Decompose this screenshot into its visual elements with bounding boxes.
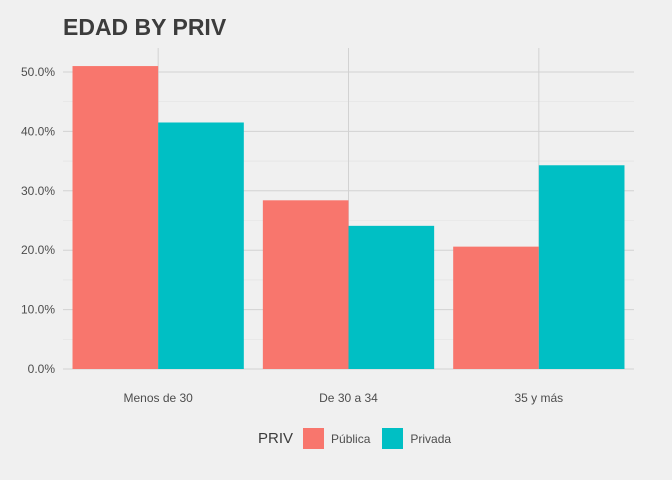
bar-publica <box>453 246 539 369</box>
legend-label-publica: Pública <box>331 431 371 446</box>
chart-title: EDAD BY PRIV <box>63 14 227 40</box>
bar-publica <box>72 66 159 369</box>
x-axis-ticks: Menos de 30 De 30 a 34 35 y más <box>123 391 563 405</box>
legend-swatch-publica <box>303 428 325 449</box>
legend-swatch-privada <box>382 428 404 449</box>
bar-publica <box>262 200 349 369</box>
legend-title: PRIV <box>258 430 294 447</box>
y-tick-label: 30.0% <box>21 184 55 198</box>
y-tick-label: 20.0% <box>21 243 55 257</box>
y-axis-ticks: 0.0% 10.0% 20.0% 30.0% 40.0% 50.0% <box>21 65 55 376</box>
x-tick-label: De 30 a 34 <box>319 391 378 405</box>
x-tick-label: Menos de 30 <box>123 391 193 405</box>
bar-privada <box>348 225 435 369</box>
legend-entry-privada: Privada <box>382 428 451 449</box>
bars <box>72 66 625 370</box>
y-tick-label: 40.0% <box>21 124 55 138</box>
bar-privada <box>538 165 625 369</box>
x-tick-label: 35 y más <box>514 391 563 405</box>
legend-label-privada: Privada <box>410 431 452 446</box>
bar-privada <box>158 122 244 370</box>
legend: PRIV Pública Privada <box>258 428 463 449</box>
y-tick-label: 0.0% <box>28 362 56 376</box>
y-tick-label: 10.0% <box>21 303 55 317</box>
legend-entry-publica: Pública <box>303 428 370 449</box>
y-tick-label: 50.0% <box>21 65 55 79</box>
